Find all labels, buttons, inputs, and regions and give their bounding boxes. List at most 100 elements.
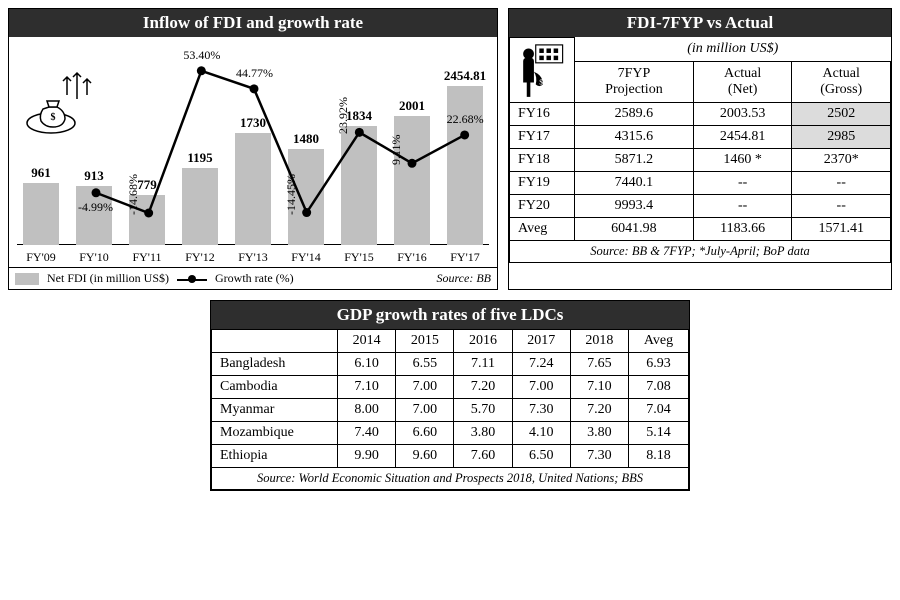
row-label: FY18 <box>510 149 575 172</box>
table-cell: 4315.6 <box>575 126 694 149</box>
table-cell: -- <box>693 172 792 195</box>
growth-rate-label: 44.77% <box>236 66 273 81</box>
table-column-header: 2015 <box>396 330 454 353</box>
legend-bar-label: Net FDI (in million US$) <box>47 271 169 286</box>
table-cell: 5871.2 <box>575 149 694 172</box>
x-tick-label: FY'10 <box>79 250 109 265</box>
growth-rate-label: 53.40% <box>183 48 220 63</box>
table-column-header: Aveg <box>628 330 688 353</box>
table-cell: 6.60 <box>396 422 454 445</box>
growth-rate-label: 9.11% <box>389 135 404 166</box>
table-cell: 1571.41 <box>792 218 891 241</box>
table-row: Mozambique7.406.603.804.103.805.14 <box>212 422 689 445</box>
table-row: FY197440.1---- <box>510 172 891 195</box>
table-row: FY174315.62454.812985 <box>510 126 891 149</box>
table-cell: 2003.53 <box>693 103 792 126</box>
bar-group: 1195FY'12 <box>176 150 224 245</box>
row-label: FY20 <box>510 195 575 218</box>
row-label: Cambodia <box>212 376 338 399</box>
legend-line-label: Growth rate (%) <box>215 271 294 286</box>
table-row: Aveg6041.981183.661571.41 <box>510 218 891 241</box>
gdp-table-title: GDP growth rates of five LDCs <box>211 301 689 329</box>
row-label: FY19 <box>510 172 575 195</box>
table-cell: 7.40 <box>338 422 396 445</box>
x-tick-label: FY'14 <box>291 250 321 265</box>
table-cell: 9.60 <box>396 445 454 468</box>
table-cell: 8.00 <box>338 399 396 422</box>
table-cell: 6.10 <box>338 353 396 376</box>
table-cell: -- <box>693 195 792 218</box>
table-cell: 2502 <box>792 103 891 126</box>
x-tick-label: FY'15 <box>344 250 374 265</box>
fdi-table-panel: FDI-7FYP vs Actual $ (in million US$) <box>508 8 892 290</box>
bar-group: 2454.81FY'17 <box>441 68 489 245</box>
x-tick-label: FY'12 <box>185 250 215 265</box>
table-cell: 1460 * <box>693 149 792 172</box>
table-column-header <box>212 330 338 353</box>
bar-group: 1730FY'13 <box>229 115 277 245</box>
table-row: FY209993.4---- <box>510 195 891 218</box>
table-cell: 5.70 <box>454 399 512 422</box>
table-cell: 7440.1 <box>575 172 694 195</box>
bar-value-label: 913 <box>84 168 104 184</box>
fdi-table-source: Source: BB & 7FYP; *July-April; BoP data <box>510 241 891 263</box>
table-cell: 9993.4 <box>575 195 694 218</box>
table-cell: 7.30 <box>570 445 628 468</box>
table-cell: 6.50 <box>512 445 570 468</box>
table-header-row: 20142015201620172018Aveg <box>212 330 689 353</box>
table-cell: 7.20 <box>454 376 512 399</box>
table-cell: 2589.6 <box>575 103 694 126</box>
table-column-header: 7FYPProjection <box>575 61 694 102</box>
bar-value-label: 961 <box>31 165 51 181</box>
bar-rect <box>23 183 59 245</box>
table-cell: -- <box>792 172 891 195</box>
table-cell: 7.10 <box>338 376 396 399</box>
table-row: Cambodia7.107.007.207.007.107.08 <box>212 376 689 399</box>
chart-source: Source: BB <box>436 271 491 286</box>
table-row: Myanmar8.007.005.707.307.207.04 <box>212 399 689 422</box>
row-label: Bangladesh <box>212 353 338 376</box>
table-cell: 7.10 <box>570 376 628 399</box>
table-cell: 1183.66 <box>693 218 792 241</box>
table-cell: 7.30 <box>512 399 570 422</box>
x-tick-label: FY'17 <box>450 250 480 265</box>
row-label: Mozambique <box>212 422 338 445</box>
table-cell: 9.90 <box>338 445 396 468</box>
table-cell: 8.18 <box>628 445 688 468</box>
table-column-header: Actual(Gross) <box>792 61 891 102</box>
bar-rect <box>341 126 377 245</box>
businessman-icon: $ <box>510 38 575 103</box>
table-cell: -- <box>792 195 891 218</box>
x-tick-label: FY'11 <box>132 250 161 265</box>
bar-value-label: 2001 <box>399 98 425 114</box>
bar-rect <box>235 133 271 245</box>
bar-value-label: 1195 <box>187 150 212 166</box>
bar-rect <box>182 168 218 245</box>
table-row: Ethiopia9.909.607.606.507.308.18 <box>212 445 689 468</box>
legend-line-swatch <box>177 272 207 286</box>
table-cell: 6041.98 <box>575 218 694 241</box>
table-cell: 4.10 <box>512 422 570 445</box>
table-row: FY185871.21460 *2370* <box>510 149 891 172</box>
fdi-table-title: FDI-7FYP vs Actual <box>509 9 891 37</box>
growth-rate-label: -14.45% <box>284 174 299 215</box>
table-cell: 5.14 <box>628 422 688 445</box>
table-cell: 7.11 <box>454 353 512 376</box>
gdp-table-source: Source: World Economic Situation and Pro… <box>212 468 689 490</box>
table-cell: 7.00 <box>396 399 454 422</box>
table-cell: 6.55 <box>396 353 454 376</box>
bar-rect <box>76 186 112 245</box>
table-column-header: 2014 <box>338 330 396 353</box>
table-cell: 2985 <box>792 126 891 149</box>
x-tick-label: FY'16 <box>397 250 427 265</box>
bar-group: 961FY'09 <box>17 165 65 245</box>
table-cell: 3.80 <box>454 422 512 445</box>
table-row: Bangladesh6.106.557.117.247.656.93 <box>212 353 689 376</box>
gdp-table-panel: GDP growth rates of five LDCs 2014201520… <box>210 300 690 491</box>
table-cell: 7.60 <box>454 445 512 468</box>
table-column-header: 2018 <box>570 330 628 353</box>
growth-rate-label: -4.99% <box>78 200 113 215</box>
row-label: Ethiopia <box>212 445 338 468</box>
row-label: Aveg <box>510 218 575 241</box>
table-cell: 7.24 <box>512 353 570 376</box>
